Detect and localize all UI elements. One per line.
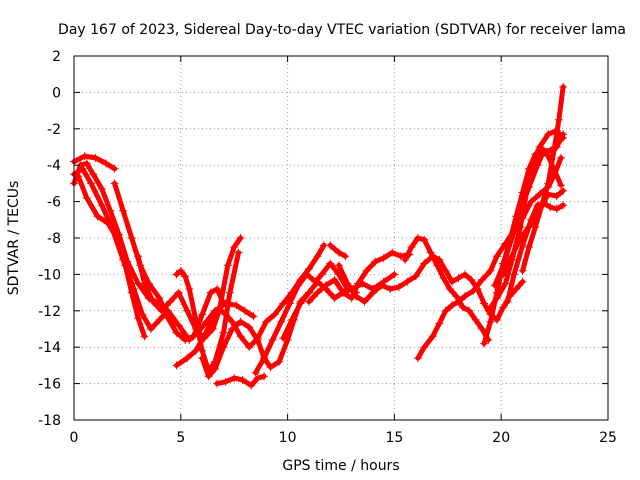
series-point-markers <box>172 241 328 370</box>
series-track-5 <box>110 179 228 344</box>
series-track-17 <box>413 153 565 363</box>
series-line <box>135 235 244 341</box>
x-tick-label: 20 <box>492 430 510 446</box>
y-tick-label: -16 <box>38 377 61 393</box>
y-tick-label: 2 <box>52 49 61 65</box>
x-tick-labels: 0 5 10 15 20 25 <box>70 430 617 446</box>
y-tick-labels: 2 0 -2 -4 -6 -8 -10 -12 -14 -16 -18 <box>38 49 61 429</box>
y-tick-label: -12 <box>38 304 61 320</box>
series-line <box>336 253 526 323</box>
y-axis-label: SDTVAR / TECUs <box>6 181 22 296</box>
x-tick-label: 5 <box>176 430 185 446</box>
y-tick-label: 0 <box>52 85 61 101</box>
series-point-markers <box>305 248 414 306</box>
y-tick-label: -14 <box>38 340 61 356</box>
series-track-15 <box>326 241 350 261</box>
x-tick-label: 25 <box>599 430 617 446</box>
series-track-8 <box>172 241 328 370</box>
series-point-markers <box>213 372 269 390</box>
y-tick-label: -4 <box>47 158 61 174</box>
series-track-10 <box>213 372 269 390</box>
series-track-7 <box>172 248 243 375</box>
series-point-markers <box>326 241 350 261</box>
series-point-markers <box>74 172 149 341</box>
series-line <box>415 155 564 361</box>
x-tick-label: 15 <box>385 430 403 446</box>
series-track-13 <box>305 248 414 306</box>
y-tick-label: -6 <box>47 195 61 211</box>
series-line <box>327 242 348 259</box>
grid <box>74 56 608 420</box>
series-track-16 <box>401 234 493 344</box>
series-point-markers <box>518 82 568 275</box>
series-line <box>112 180 226 343</box>
axis-ticks <box>73 55 609 421</box>
y-tick-label: -10 <box>38 267 61 283</box>
y-tick-label: -2 <box>47 122 61 138</box>
x-axis-label: GPS time / hours <box>282 458 399 474</box>
y-tick-label: -18 <box>38 413 61 429</box>
series-track-23 <box>518 82 568 275</box>
chart-title: Day 167 of 2023, Sidereal Day-to-day VTE… <box>58 22 626 38</box>
x-tick-label: 0 <box>70 430 79 446</box>
series-point-markers <box>172 248 243 375</box>
y-tick-label: -8 <box>47 231 61 247</box>
series-line <box>520 84 566 274</box>
series-track-4 <box>74 172 149 341</box>
x-tick-label: 10 <box>279 430 297 446</box>
series-track-9 <box>198 288 313 381</box>
series-point-markers <box>401 234 493 344</box>
